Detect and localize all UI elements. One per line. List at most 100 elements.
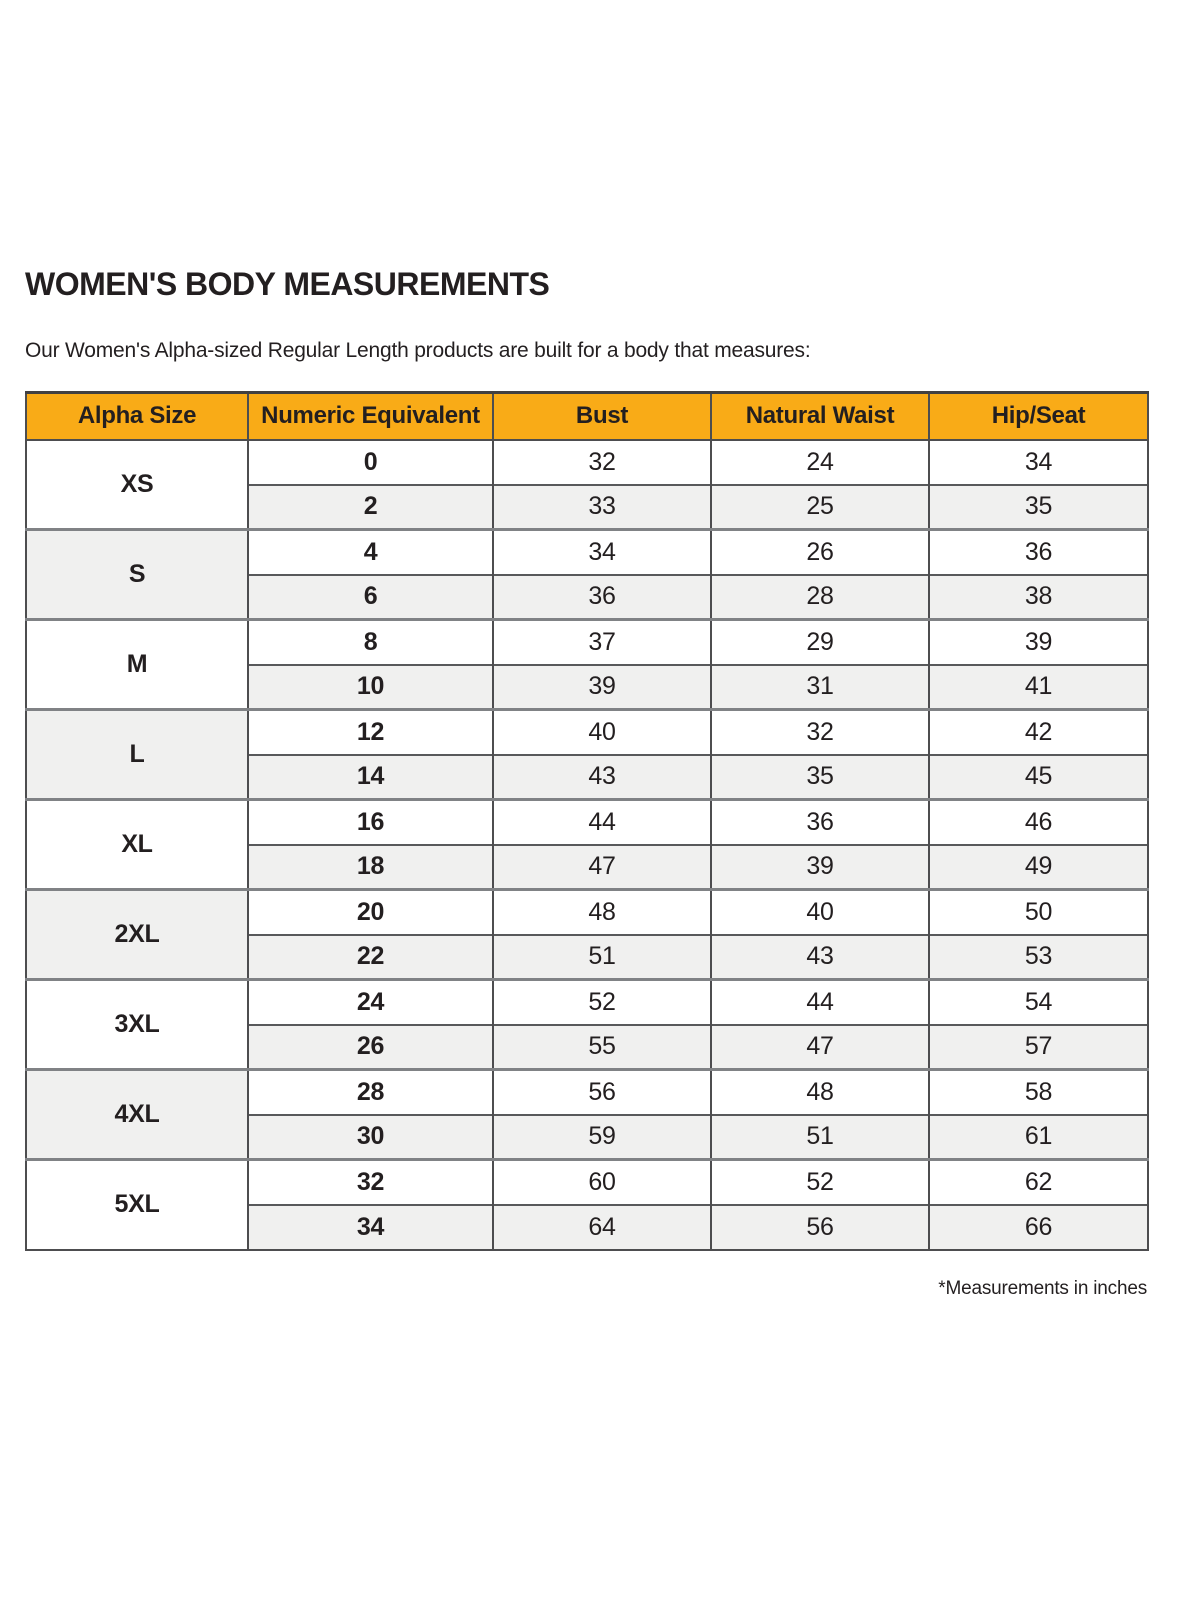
bust-cell: 44 [492, 798, 712, 845]
alpha-size-cell: 3XL [25, 978, 249, 1070]
hip-seat-cell: 35 [928, 483, 1149, 530]
numeric-equivalent-cell: 16 [247, 798, 494, 845]
numeric-equivalent-cell: 6 [247, 573, 494, 620]
numeric-equivalent-cell: 26 [247, 1023, 494, 1070]
natural-waist-cell: 25 [710, 483, 930, 530]
numeric-equivalent-cell: 20 [247, 888, 494, 935]
hip-seat-cell: 54 [928, 978, 1149, 1025]
numeric-equivalent-cell: 12 [247, 708, 494, 755]
column-header-numeric-equivalent: Numeric Equivalent [247, 391, 494, 441]
natural-waist-cell: 26 [710, 528, 930, 575]
table-row: 14 43 35 45 [26, 753, 1149, 800]
hip-seat-cell: 36 [928, 528, 1149, 575]
measurements-unit-note: *Measurements in inches [938, 1277, 1147, 1299]
table-row: M 8 37 29 39 [25, 618, 1149, 710]
natural-waist-cell: 39 [710, 843, 930, 890]
table-row: 10 39 31 41 [26, 663, 1149, 710]
natural-waist-cell: 56 [710, 1203, 930, 1250]
bust-cell: 43 [492, 753, 712, 800]
bust-cell: 56 [492, 1068, 712, 1115]
numeric-equivalent-cell: 34 [247, 1203, 494, 1250]
natural-waist-cell: 40 [710, 888, 930, 935]
hip-seat-cell: 45 [928, 753, 1149, 800]
bust-cell: 34 [492, 528, 712, 575]
column-header-alpha-size: Alpha Size [25, 391, 249, 441]
alpha-size-cell: 5XL [25, 1158, 249, 1250]
numeric-equivalent-cell: 4 [247, 528, 494, 575]
alpha-size-cell: M [25, 618, 249, 710]
hip-seat-cell: 58 [928, 1068, 1149, 1115]
hip-seat-cell: 46 [928, 798, 1149, 845]
alpha-size-cell: 4XL [25, 1068, 249, 1160]
table-row: 2XL 20 48 40 50 [25, 888, 1149, 980]
page-subtitle: Our Women's Alpha-sized Regular Length p… [25, 339, 811, 362]
numeric-equivalent-cell: 32 [247, 1158, 494, 1205]
numeric-equivalent-cell: 18 [247, 843, 494, 890]
numeric-equivalent-cell: 24 [247, 978, 494, 1025]
body-measurements-table: Alpha Size Numeric Equivalent Bust Natural … [25, 391, 1149, 1251]
alpha-size-cell: 2XL [25, 888, 249, 980]
hip-seat-cell: 61 [928, 1113, 1149, 1160]
natural-waist-cell: 32 [710, 708, 930, 755]
page-title: WOMEN'S BODY MEASUREMENTS [25, 266, 550, 302]
bust-cell: 39 [492, 663, 712, 710]
hip-seat-cell: 49 [928, 843, 1149, 890]
hip-seat-cell: 50 [928, 888, 1149, 935]
size-guide-page: WOMEN'S BODY MEASUREMENTS Our Women's Al… [25, 266, 1149, 1299]
natural-waist-cell: 28 [710, 573, 930, 620]
natural-waist-cell: 51 [710, 1113, 930, 1160]
table-row: 6 36 28 38 [26, 573, 1149, 620]
table-row: 2 33 25 35 [26, 483, 1149, 530]
alpha-size-cell: XS [25, 439, 249, 530]
table-row: L 12 40 32 42 [25, 708, 1149, 800]
table-row: 22 51 43 53 [26, 933, 1149, 980]
natural-waist-cell: 29 [710, 618, 930, 665]
alpha-size-cell: XL [25, 798, 249, 890]
natural-waist-cell: 43 [710, 933, 930, 980]
numeric-equivalent-cell: 0 [247, 439, 494, 485]
hip-seat-cell: 38 [928, 573, 1149, 620]
column-header-natural-waist: Natural Waist [710, 391, 930, 441]
table-row: S 4 34 26 36 [25, 528, 1149, 620]
numeric-equivalent-cell: 30 [247, 1113, 494, 1160]
table-header-row: Alpha Size Numeric Equivalent Bust Natural … [25, 391, 1149, 441]
numeric-equivalent-cell: 2 [247, 483, 494, 530]
bust-cell: 37 [492, 618, 712, 665]
hip-seat-cell: 66 [928, 1203, 1149, 1250]
bust-cell: 32 [492, 439, 712, 485]
natural-waist-cell: 31 [710, 663, 930, 710]
bust-cell: 55 [492, 1023, 712, 1070]
natural-waist-cell: 44 [710, 978, 930, 1025]
natural-waist-cell: 24 [710, 439, 930, 485]
numeric-equivalent-cell: 22 [247, 933, 494, 980]
natural-waist-cell: 35 [710, 753, 930, 800]
column-header-bust: Bust [492, 391, 712, 441]
natural-waist-cell: 48 [710, 1068, 930, 1115]
table-row: 34 64 56 66 [26, 1203, 1149, 1250]
table-row: 26 55 47 57 [26, 1023, 1149, 1070]
alpha-size-cell: S [25, 528, 249, 620]
table-row: 4XL 28 56 48 58 [25, 1068, 1149, 1160]
hip-seat-cell: 62 [928, 1158, 1149, 1205]
bust-cell: 40 [492, 708, 712, 755]
table-row: XS 0 32 24 34 [25, 439, 1149, 530]
hip-seat-cell: 41 [928, 663, 1149, 710]
hip-seat-cell: 42 [928, 708, 1149, 755]
table-row: 3XL 24 52 44 54 [25, 978, 1149, 1070]
bust-cell: 59 [492, 1113, 712, 1160]
table-row: 5XL 32 60 52 62 [25, 1158, 1149, 1250]
natural-waist-cell: 52 [710, 1158, 930, 1205]
column-header-hip-seat: Hip/Seat [928, 391, 1149, 441]
numeric-equivalent-cell: 28 [247, 1068, 494, 1115]
numeric-equivalent-cell: 8 [247, 618, 494, 665]
bust-cell: 52 [492, 978, 712, 1025]
bust-cell: 48 [492, 888, 712, 935]
hip-seat-cell: 34 [928, 439, 1149, 485]
hip-seat-cell: 39 [928, 618, 1149, 665]
alpha-size-cell: L [25, 708, 249, 800]
natural-waist-cell: 47 [710, 1023, 930, 1070]
bust-cell: 60 [492, 1158, 712, 1205]
bust-cell: 51 [492, 933, 712, 980]
hip-seat-cell: 57 [928, 1023, 1149, 1070]
hip-seat-cell: 53 [928, 933, 1149, 980]
